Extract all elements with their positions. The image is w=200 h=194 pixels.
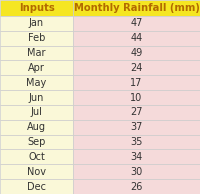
Text: Feb: Feb [28, 33, 45, 43]
Bar [73, 16, 200, 31]
Bar [0, 90, 73, 105]
Bar [0, 60, 73, 75]
Text: Dec: Dec [27, 182, 46, 192]
Bar [0, 31, 73, 46]
Bar [0, 120, 73, 135]
Bar [0, 46, 73, 60]
Text: 34: 34 [130, 152, 143, 162]
Bar [0, 149, 73, 164]
Text: 27: 27 [130, 107, 143, 117]
Bar [73, 60, 200, 75]
Text: 37: 37 [130, 122, 143, 132]
Text: Oct: Oct [28, 152, 45, 162]
Bar [73, 75, 200, 90]
Bar [73, 0, 200, 16]
Bar [73, 105, 200, 120]
Text: Nov: Nov [27, 167, 46, 177]
Bar [73, 90, 200, 105]
Bar [73, 46, 200, 60]
Bar [73, 135, 200, 149]
Bar [73, 149, 200, 164]
Text: 44: 44 [130, 33, 143, 43]
Bar [73, 164, 200, 179]
Text: Inputs: Inputs [19, 3, 54, 13]
Text: 10: 10 [130, 93, 143, 103]
Text: Monthly Rainfall (mm): Monthly Rainfall (mm) [74, 3, 199, 13]
Text: Aug: Aug [27, 122, 46, 132]
Bar [0, 0, 73, 16]
Text: 47: 47 [130, 18, 143, 28]
Text: Apr: Apr [28, 63, 45, 73]
Text: 24: 24 [130, 63, 143, 73]
Text: Jul: Jul [31, 107, 42, 117]
Bar [73, 120, 200, 135]
Bar [0, 75, 73, 90]
Text: 26: 26 [130, 182, 143, 192]
Bar [73, 179, 200, 194]
Text: 49: 49 [130, 48, 143, 58]
Bar [0, 105, 73, 120]
Text: Mar: Mar [27, 48, 46, 58]
Text: 17: 17 [130, 78, 143, 88]
Text: 30: 30 [130, 167, 143, 177]
Text: May: May [26, 78, 47, 88]
Text: Sep: Sep [27, 137, 46, 147]
Text: Jun: Jun [29, 93, 44, 103]
Bar [0, 179, 73, 194]
Bar [0, 164, 73, 179]
Text: 35: 35 [130, 137, 143, 147]
Text: Jan: Jan [29, 18, 44, 28]
Bar [0, 135, 73, 149]
Bar [73, 31, 200, 46]
Bar [0, 16, 73, 31]
